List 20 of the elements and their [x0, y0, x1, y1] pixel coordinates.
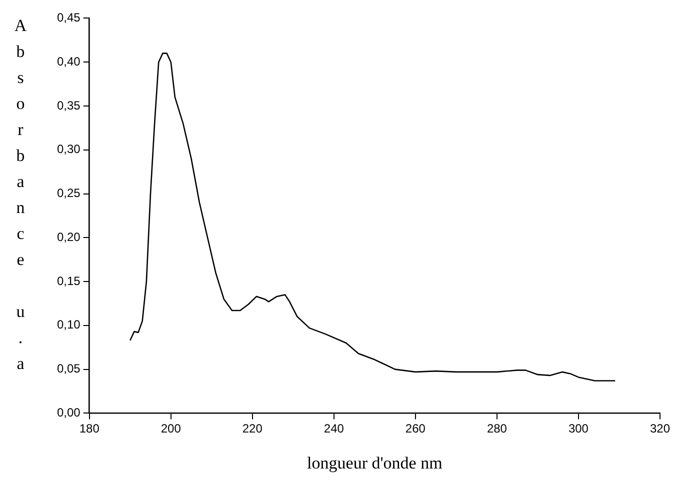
y-tick-label: 0,00	[56, 406, 81, 420]
x-tick-label: 240	[324, 422, 344, 436]
x-axis-title: longueur d'onde nm	[307, 453, 442, 472]
y-tick-label: 0,15	[56, 274, 81, 288]
x-tick-label: 180	[79, 422, 100, 436]
y-tick-label: 0,05	[56, 362, 81, 376]
x-tick-label: 320	[650, 422, 670, 436]
x-tick-label: 260	[405, 422, 426, 436]
y-tick-label: 0,40	[56, 54, 81, 68]
y-tick-label: 0,20	[56, 230, 81, 244]
y-axis-title: Absorbance u.a	[11, 16, 30, 380]
y-tick-label: 0,45	[56, 10, 81, 25]
x-tick-label: 200	[160, 422, 182, 436]
x-tick-label: 220	[242, 422, 263, 436]
y-tick-label: 0,35	[56, 98, 81, 112]
y-tick-label: 0,10	[56, 318, 81, 332]
x-tick-label: 280	[486, 422, 508, 436]
y-tick-label: 0,25	[56, 186, 81, 200]
x-tick-label: 300	[568, 422, 589, 436]
y-tick-label: 0,30	[56, 142, 81, 156]
